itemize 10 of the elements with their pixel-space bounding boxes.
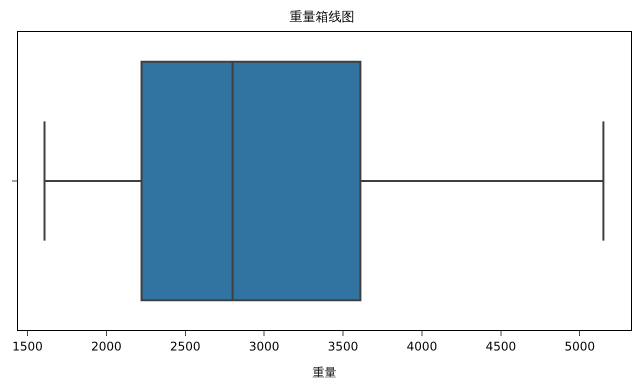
- x-tick-label: 3000: [248, 339, 280, 354]
- x-tick-label: 2000: [91, 339, 122, 354]
- x-tick-label: 5000: [564, 339, 595, 354]
- x-tick-label: 2500: [170, 339, 201, 354]
- x-tick-label: 4000: [406, 339, 438, 354]
- x-tick-label: 4500: [486, 339, 516, 354]
- x-tick-label: 3500: [328, 339, 358, 354]
- chart-title: 重量箱线图: [290, 10, 354, 25]
- x-tick-label: 1500: [12, 339, 43, 354]
- x-axis-title: 重量: [312, 365, 336, 380]
